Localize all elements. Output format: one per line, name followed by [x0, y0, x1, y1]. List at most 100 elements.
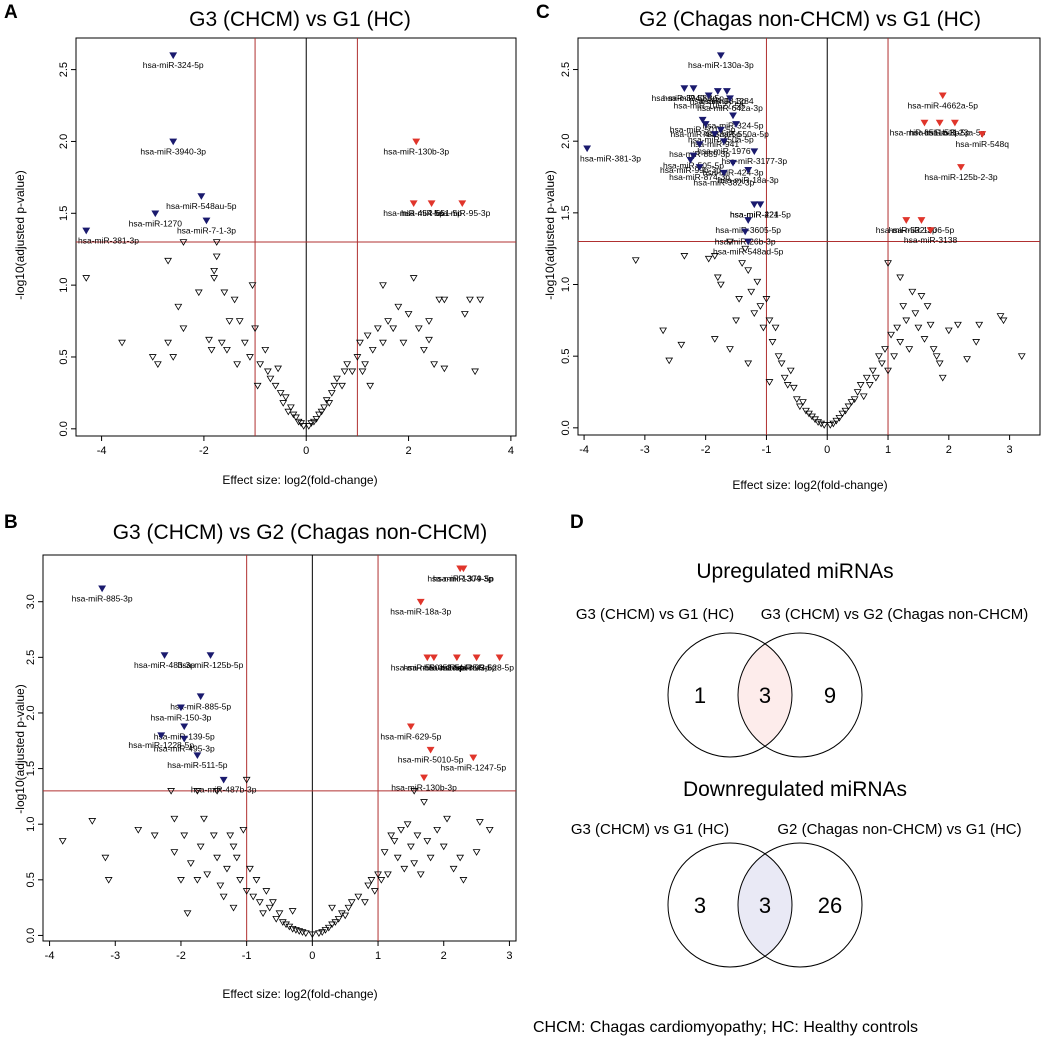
nonsignificant-point	[765, 379, 774, 386]
nonsignificant-point	[366, 382, 375, 390]
nonsignificant-point	[853, 389, 862, 396]
y-tick-label: 1.5	[25, 761, 37, 776]
nonsignificant-point	[174, 303, 183, 311]
nonsignificant-point	[890, 353, 899, 361]
nonsignificant-point	[476, 296, 485, 304]
nonsignificant-point	[363, 332, 372, 340]
nonsignificant-point	[841, 407, 850, 415]
mirna-label: hsa-miR-629-5p	[380, 731, 441, 741]
nonsignificant-point	[315, 411, 323, 419]
downregulated-point	[729, 112, 737, 120]
nonsignificant-point	[327, 390, 336, 397]
nonsignificant-point	[170, 849, 179, 856]
y-tick-label: 0.0	[560, 420, 572, 435]
venn-right-count: 9	[824, 683, 836, 708]
mirna-label: hsa-miR-5010-5p	[398, 755, 464, 765]
y-tick-label: 2.0	[25, 705, 37, 720]
upregulated-point	[978, 131, 987, 138]
upregulated-point	[950, 119, 959, 127]
nonsignificant-point	[847, 399, 856, 406]
mirna-label: hsa-miR-150-3p	[150, 712, 211, 722]
nonsignificant-point	[361, 899, 369, 906]
nonsignificant-point	[150, 832, 159, 840]
nonsignificant-point	[439, 843, 448, 851]
nonsignificant-point	[884, 367, 892, 375]
nonsignificant-point	[814, 419, 823, 426]
mirna-label: hsa-miR-424-3p	[703, 168, 764, 178]
nonsignificant-point	[896, 274, 905, 282]
x-tick-label: 0	[824, 444, 830, 456]
nonsignificant-point	[239, 826, 248, 834]
x-tick-label: -1	[762, 444, 772, 456]
nonsignificant-point	[440, 365, 449, 373]
nonsignificant-point	[312, 415, 321, 423]
nonsignificant-point	[744, 360, 753, 368]
y-tick-label: 1.5	[58, 206, 70, 221]
venn-left-circle	[667, 842, 793, 968]
nonsignificant-point	[341, 912, 350, 920]
venn-right-circle	[737, 632, 863, 758]
mirna-label: hsa-miR-5010-5p	[670, 125, 736, 135]
nonsignificant-point	[261, 346, 270, 354]
upregulated-point	[427, 200, 436, 208]
plot-frame	[75, 37, 517, 437]
nonsignificant-point	[229, 904, 238, 912]
nonsignificant-point	[278, 919, 287, 926]
mirna-label: hsa-miR-10527-5p	[673, 100, 744, 110]
mirna-label: hsa-miR-548ad-5p	[713, 247, 784, 257]
upregulated-point	[409, 200, 418, 208]
nonsignificant-point	[288, 908, 297, 915]
nonsignificant-point	[716, 281, 725, 289]
downregulated-point	[716, 126, 725, 134]
downregulated-point	[719, 169, 728, 177]
upregulated-point	[935, 119, 944, 127]
nonsignificant-point	[281, 394, 290, 402]
nonsignificant-point	[180, 832, 189, 840]
volcano-plot-b: -4 -3 -2 -1 0 1 2 3 0.0 0.5 1.0 1.5 2.0 2.5 3.0 hsa-miR…	[25, 554, 517, 962]
mirna-label: hsa-miR-454-5p	[383, 208, 444, 218]
nonsignificant-point	[929, 346, 938, 353]
upregulated-point	[423, 654, 432, 662]
upregulated-point	[938, 92, 947, 100]
nonsignificant-point	[177, 877, 185, 884]
x-tick-label: -1	[242, 950, 252, 962]
downregulated-point	[157, 732, 166, 740]
upregulated-point	[406, 723, 415, 731]
mirna-label: hsa-miR-125b-5p	[178, 660, 244, 670]
nonsignificant-point	[338, 910, 346, 918]
nonsignificant-point	[233, 361, 242, 368]
upregulated-point	[412, 138, 421, 146]
nonsignificant-point	[196, 843, 205, 851]
nonsignificant-point	[275, 910, 284, 918]
nonsignificant-point	[310, 418, 318, 426]
mirna-label: hsa-miR-1976	[697, 146, 751, 156]
nonsignificant-point	[210, 275, 219, 282]
nonsignificant-point	[205, 336, 213, 344]
nonsignificant-point	[768, 339, 777, 346]
nonsignificant-point	[298, 929, 307, 936]
nonsignificant-point	[118, 339, 126, 347]
nonsignificant-point	[875, 353, 883, 361]
upregulated-point	[917, 217, 926, 224]
upregulated-point	[920, 119, 929, 127]
nonsignificant-point	[420, 346, 428, 354]
nonsignificant-point	[134, 826, 143, 834]
nonsignificant-point	[780, 374, 789, 382]
nonsignificant-point	[356, 339, 364, 347]
nonsignificant-point	[435, 296, 444, 304]
nonsignificant-point	[963, 356, 971, 363]
mirna-label: hsa-miR-18a-3p	[718, 175, 779, 185]
nonsignificant-point	[58, 838, 67, 845]
x-tick-label: -2	[176, 950, 186, 962]
nonsignificant-point	[753, 278, 762, 286]
nonsignificant-point	[820, 422, 829, 429]
upregulated-point	[459, 565, 468, 573]
nonsignificant-point	[207, 346, 216, 354]
nonsignificant-point	[271, 382, 280, 390]
x-tick-label: 1	[885, 444, 891, 456]
nonsignificant-point	[246, 354, 254, 361]
nonsignificant-point	[272, 915, 281, 923]
nonsignificant-point	[82, 275, 91, 282]
nonsignificant-point	[710, 253, 719, 260]
nonsignificant-point	[353, 354, 362, 361]
